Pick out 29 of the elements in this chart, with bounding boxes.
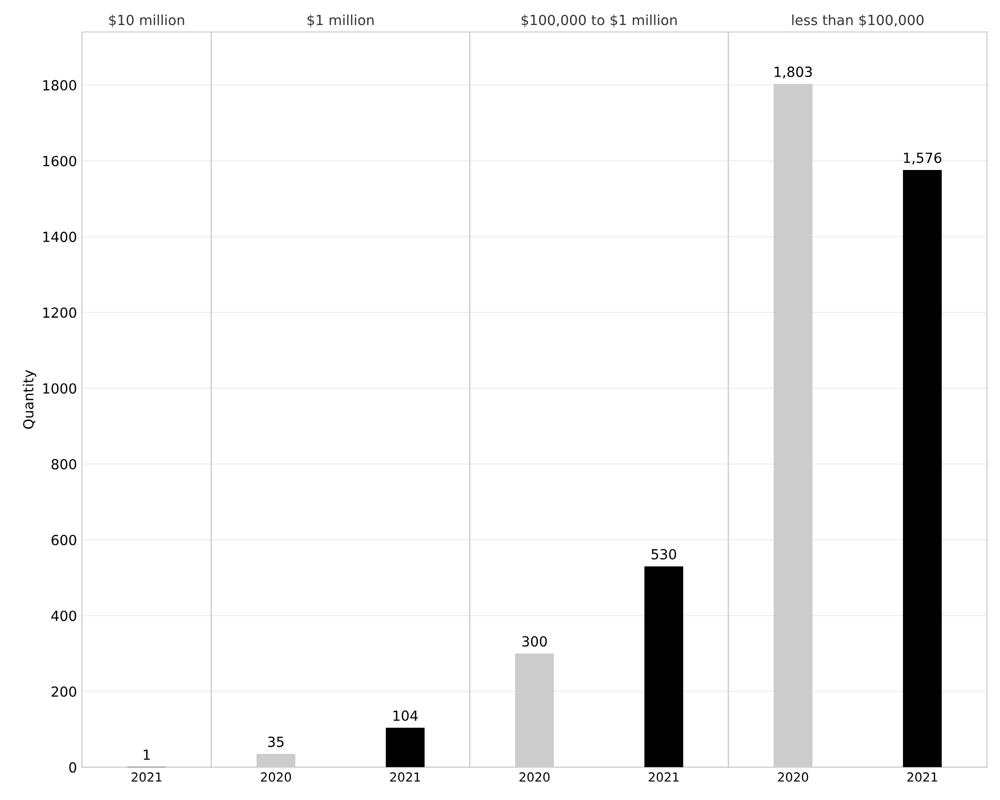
y-tick-label: 1000 [43, 383, 76, 394]
y-tick-label: 0 [69, 762, 76, 773]
y-tick-label: 400 [51, 610, 76, 622]
y-tick-label: 1400 [43, 232, 76, 242]
data-label: 530 [652, 548, 676, 560]
y-tick-label: 800 [52, 458, 76, 470]
y-tick-label: 1200 [43, 307, 76, 318]
chart-title: $1 million [308, 14, 374, 28]
data-label: 300 [522, 636, 547, 647]
chart-title: $100,000 to $1 million [522, 14, 677, 28]
x-tick-label: 2021 [648, 772, 679, 782]
x-tick-label: 2020 [260, 772, 292, 782]
chart-title: $10 million [109, 14, 184, 28]
data-label: 1 [144, 750, 150, 760]
y-tick-label: 200 [52, 686, 76, 697]
chart-title: less than $100,000 [792, 14, 924, 28]
y-axis-title: Quantity [22, 370, 36, 429]
data-label: 1,803 [774, 66, 812, 78]
y-tick-label: 1600 [43, 156, 76, 166]
y-tick-label: 1800 [43, 80, 76, 91]
x-tick-label: 2021 [132, 772, 162, 782]
data-label: 35 [268, 736, 284, 748]
x-tick-label: 2021 [907, 772, 938, 782]
x-tick-label: 2021 [390, 772, 420, 782]
data-label: 1,576 [904, 152, 942, 165]
x-tick-label: 2020 [778, 772, 808, 782]
x-tick-label: 2020 [520, 772, 550, 782]
y-tick-label: 600 [52, 534, 76, 546]
data-label: 104 [393, 710, 418, 721]
